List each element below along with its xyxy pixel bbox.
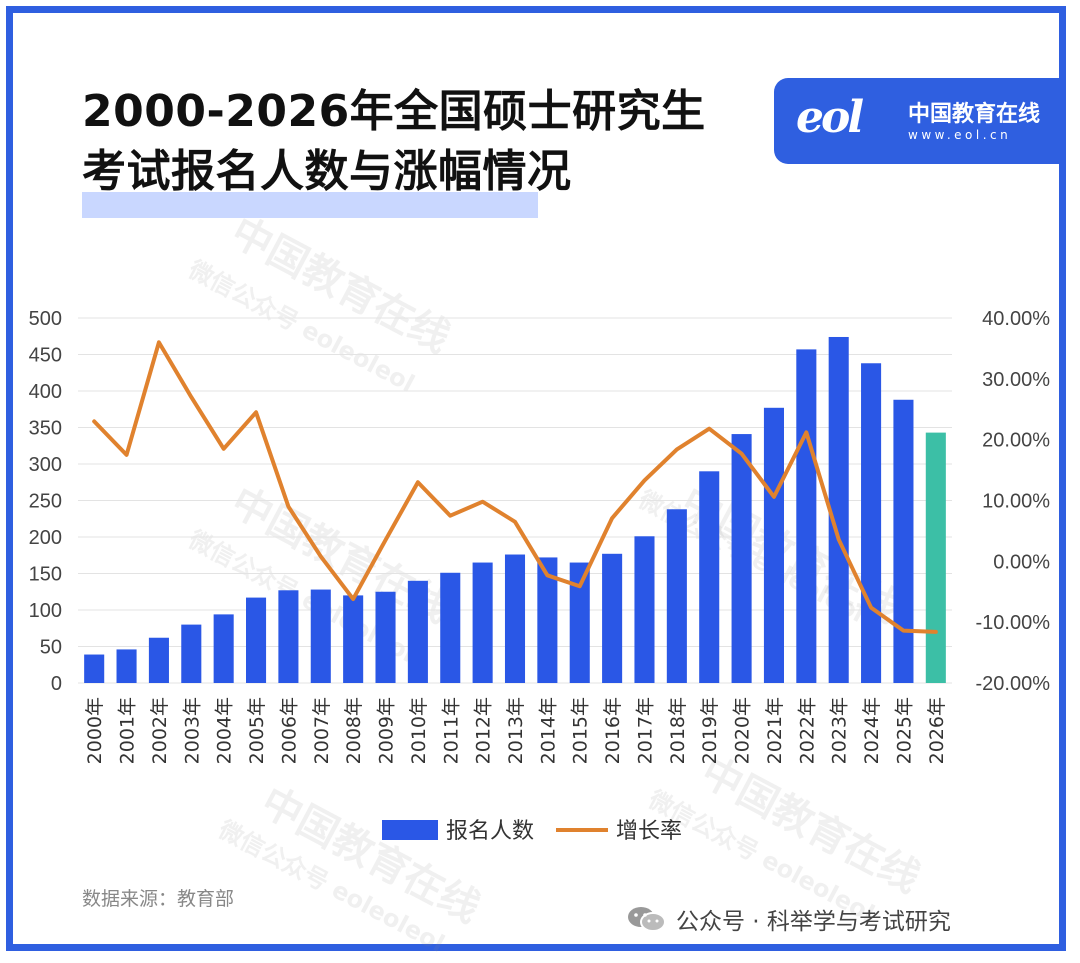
legend-bar-label: 报名人数	[446, 819, 534, 844]
bar	[537, 557, 558, 683]
x-tick-label: 2013年	[505, 697, 527, 764]
logo-mark: eol	[796, 92, 864, 143]
x-tick-label: 2015年	[570, 697, 592, 764]
x-tick-label: 2025年	[893, 697, 915, 764]
x-tick-label: 2003年	[181, 697, 203, 764]
x-tick-label: 2004年	[214, 697, 236, 764]
x-tick-label: 2011年	[440, 697, 462, 764]
y-tick-label: 450	[29, 345, 62, 367]
y-tick-label: 400	[29, 381, 62, 403]
bar	[84, 654, 105, 683]
logo-url: www.eol.cn	[908, 128, 1012, 142]
y-tick-label: 50	[40, 637, 62, 659]
bar	[602, 553, 623, 683]
x-tick-label: 2024年	[861, 697, 883, 764]
y-tick-label: 350	[29, 418, 62, 440]
title-line-1: 2000-2026年全国硕士研究生	[82, 86, 706, 137]
y-tick-label: 0	[51, 673, 62, 695]
data-source: 数据来源：教育部	[82, 888, 235, 910]
legend-line-label: 增长率	[616, 819, 682, 844]
bar	[310, 589, 331, 683]
y-tick-label: 200	[29, 527, 62, 549]
bar	[763, 407, 784, 683]
y-tick-label: 500	[29, 308, 62, 330]
y2-tick-label: 0.00%	[993, 551, 1050, 573]
chart-title: 2000-2026年全国硕士研究生 考试报名人数与涨幅情况	[82, 82, 706, 202]
bar	[504, 554, 526, 683]
x-tick-label: 2021年	[764, 697, 786, 764]
bar	[634, 536, 655, 683]
y2-tick-label: 20.00%	[982, 430, 1050, 452]
x-tick-label: 2002年	[149, 697, 171, 764]
footer-text: 公众号 · 科举学与考试研究	[676, 909, 951, 935]
footer: 公众号 · 科举学与考试研究	[626, 902, 951, 936]
bar	[440, 572, 461, 683]
legend-bar-swatch	[382, 820, 438, 840]
x-tick-label: 2010年	[408, 697, 430, 764]
x-tick-label: 2000年	[84, 697, 106, 764]
eol-logo: eol 中国教育在线 www.eol.cn	[774, 78, 1066, 164]
x-tick-label: 2009年	[376, 697, 398, 764]
bar	[278, 590, 299, 683]
bar	[213, 614, 234, 683]
x-tick-label: 2023年	[829, 697, 851, 764]
bar	[893, 399, 914, 683]
y2-tick-label: 30.00%	[982, 369, 1050, 391]
y2-tick-label: 40.00%	[982, 308, 1050, 330]
y-tick-label: 300	[29, 454, 62, 476]
bar	[569, 562, 590, 683]
x-tick-label: 2012年	[473, 697, 495, 764]
x-tick-label: 2016年	[602, 697, 624, 764]
bar	[731, 434, 752, 683]
bar	[666, 509, 687, 683]
bar	[407, 580, 428, 683]
x-tick-label: 2018年	[667, 697, 689, 764]
bar	[343, 595, 364, 683]
x-tick-label: 2007年	[311, 697, 333, 764]
bar	[116, 649, 137, 683]
x-tick-label: 2020年	[732, 697, 754, 764]
bar	[375, 591, 396, 683]
y2-tick-label: -20.00%	[976, 673, 1051, 695]
bar	[699, 471, 720, 683]
bar	[181, 624, 202, 683]
y2-tick-label: -10.00%	[976, 612, 1051, 634]
bar	[796, 349, 817, 683]
x-tick-label: 2026年	[926, 697, 948, 764]
x-tick-label: 2017年	[634, 697, 656, 764]
x-tick-label: 2001年	[117, 697, 139, 764]
x-tick-label: 2022年	[796, 697, 818, 764]
logo-name: 中国教育在线	[908, 102, 1041, 127]
x-tick-label: 2014年	[537, 697, 559, 764]
y-tick-label: 150	[29, 564, 62, 586]
wechat-icon	[626, 905, 668, 933]
y-tick-label: 100	[29, 600, 62, 622]
bar	[925, 432, 946, 683]
bar	[246, 597, 267, 683]
y-tick-label: 250	[29, 491, 62, 513]
bar	[861, 363, 882, 683]
y2-tick-label: 10.00%	[982, 491, 1050, 513]
title-line-2: 考试报名人数与涨幅情况	[82, 146, 572, 197]
x-tick-label: 2006年	[278, 697, 300, 764]
x-tick-label: 2008年	[343, 697, 365, 764]
title-highlight	[82, 192, 538, 218]
x-tick-label: 2019年	[699, 697, 721, 764]
bar	[828, 336, 849, 683]
bar	[148, 637, 169, 683]
x-tick-label: 2005年	[246, 697, 268, 764]
bar	[472, 562, 493, 683]
